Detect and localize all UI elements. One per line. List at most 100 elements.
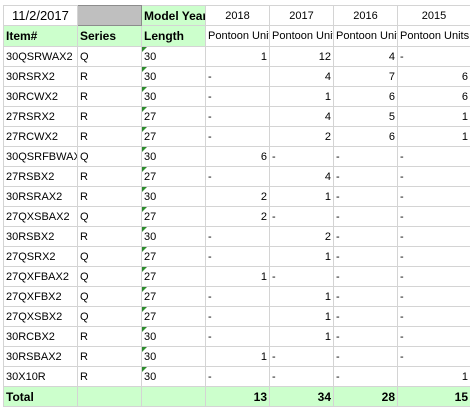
qty-2018-cell[interactable]: - (205, 126, 270, 147)
series-cell[interactable]: R (77, 86, 142, 107)
qty-2015-cell[interactable]: 1 (397, 106, 470, 127)
total-2015-cell[interactable]: 15 (397, 386, 470, 407)
item-cell[interactable]: 30X10R (3, 366, 78, 387)
item-cell[interactable]: 27QSRX2 (3, 246, 78, 267)
qty-2015-cell[interactable]: - (397, 286, 470, 307)
item-cell[interactable]: 27QXFBAX2 (3, 266, 78, 287)
length-cell[interactable]: 30 (141, 66, 206, 87)
qty-2015-cell[interactable]: - (397, 226, 470, 247)
qty-2015-cell[interactable]: - (397, 166, 470, 187)
header-unit-2017-cell[interactable]: Pontoon Unit (269, 25, 334, 47)
total-2018-cell[interactable]: 13 (205, 386, 270, 407)
series-cell[interactable]: R (77, 126, 142, 147)
qty-2018-cell[interactable]: 2 (205, 206, 270, 227)
qty-2015-cell[interactable]: - (397, 306, 470, 327)
length-cell[interactable]: 27 (141, 166, 206, 187)
series-cell[interactable]: R (77, 226, 142, 247)
qty-2018-cell[interactable]: - (205, 246, 270, 267)
header-series-cell[interactable]: Series (77, 25, 142, 47)
total-2016-cell[interactable]: 28 (333, 386, 398, 407)
year-2018-cell[interactable]: 2018 (205, 5, 270, 26)
qty-2015-cell[interactable]: 1 (397, 366, 470, 387)
length-cell[interactable]: 30 (141, 186, 206, 207)
total-label-cell[interactable]: Total (3, 386, 78, 407)
length-cell[interactable]: 30 (141, 226, 206, 247)
series-cell[interactable]: R (77, 166, 142, 187)
qty-2017-cell[interactable]: - (269, 146, 334, 167)
qty-2017-cell[interactable]: 1 (269, 246, 334, 267)
qty-2016-cell[interactable]: - (333, 326, 398, 347)
qty-2015-cell[interactable]: - (397, 246, 470, 267)
qty-2016-cell[interactable]: - (333, 166, 398, 187)
qty-2018-cell[interactable]: - (205, 86, 270, 107)
qty-2016-cell[interactable]: - (333, 266, 398, 287)
total-2017-cell[interactable]: 34 (269, 386, 334, 407)
qty-2018-cell[interactable]: - (205, 226, 270, 247)
item-cell[interactable]: 27QXFBX2 (3, 286, 78, 307)
header-unit-2015-cell[interactable]: Pontoon Units (397, 25, 470, 47)
qty-2016-cell[interactable]: 6 (333, 86, 398, 107)
length-cell[interactable]: 30 (141, 146, 206, 167)
year-2016-cell[interactable]: 2016 (333, 5, 398, 26)
qty-2016-cell[interactable]: - (333, 346, 398, 367)
qty-2018-cell[interactable]: - (205, 306, 270, 327)
qty-2016-cell[interactable]: - (333, 206, 398, 227)
qty-2018-cell[interactable]: 1 (205, 46, 270, 67)
qty-2018-cell[interactable]: - (205, 66, 270, 87)
item-cell[interactable]: 30RCWX2 (3, 86, 78, 107)
year-2015-cell[interactable]: 2015 (397, 5, 470, 26)
qty-2017-cell[interactable]: 4 (269, 66, 334, 87)
qty-2015-cell[interactable]: - (397, 266, 470, 287)
qty-2017-cell[interactable]: 4 (269, 106, 334, 127)
qty-2016-cell[interactable]: 7 (333, 66, 398, 87)
selected-blank-cell[interactable] (77, 5, 142, 26)
qty-2017-cell[interactable]: 1 (269, 326, 334, 347)
series-cell[interactable]: R (77, 346, 142, 367)
qty-2016-cell[interactable]: - (333, 226, 398, 247)
series-cell[interactable]: Q (77, 146, 142, 167)
series-cell[interactable]: R (77, 66, 142, 87)
qty-2015-cell[interactable]: - (397, 46, 470, 67)
item-cell[interactable]: 30RSBX2 (3, 226, 78, 247)
qty-2018-cell[interactable]: - (205, 106, 270, 127)
total-blank-cell[interactable] (77, 386, 142, 407)
qty-2017-cell[interactable]: - (269, 266, 334, 287)
qty-2016-cell[interactable]: - (333, 186, 398, 207)
qty-2015-cell[interactable]: 1 (397, 126, 470, 147)
length-cell[interactable]: 30 (141, 346, 206, 367)
length-cell[interactable]: 27 (141, 266, 206, 287)
length-cell[interactable]: 27 (141, 246, 206, 267)
qty-2018-cell[interactable]: - (205, 166, 270, 187)
item-cell[interactable]: 27RCWX2 (3, 126, 78, 147)
total-blank-cell[interactable] (141, 386, 206, 407)
qty-2017-cell[interactable]: 1 (269, 186, 334, 207)
qty-2016-cell[interactable]: 5 (333, 106, 398, 127)
series-cell[interactable]: Q (77, 266, 142, 287)
qty-2015-cell[interactable]: - (397, 186, 470, 207)
qty-2017-cell[interactable]: 4 (269, 166, 334, 187)
qty-2017-cell[interactable]: 12 (269, 46, 334, 67)
length-cell[interactable]: 30 (141, 326, 206, 347)
qty-2015-cell[interactable]: - (397, 346, 470, 367)
item-cell[interactable]: 30RCBX2 (3, 326, 78, 347)
series-cell[interactable]: Q (77, 306, 142, 327)
qty-2018-cell[interactable]: 1 (205, 266, 270, 287)
year-2017-cell[interactable]: 2017 (269, 5, 334, 26)
series-cell[interactable]: R (77, 106, 142, 127)
item-cell[interactable]: 27QXSBX2 (3, 306, 78, 327)
qty-2018-cell[interactable]: - (205, 286, 270, 307)
series-cell[interactable]: Q (77, 46, 142, 67)
item-cell[interactable]: 27RSBX2 (3, 166, 78, 187)
series-cell[interactable]: R (77, 366, 142, 387)
qty-2016-cell[interactable]: - (333, 246, 398, 267)
qty-2016-cell[interactable]: - (333, 306, 398, 327)
length-cell[interactable]: 27 (141, 286, 206, 307)
series-cell[interactable]: Q (77, 206, 142, 227)
model-year-label-cell[interactable]: Model Year (141, 5, 206, 26)
item-cell[interactable]: 27RSRX2 (3, 106, 78, 127)
length-cell[interactable]: 30 (141, 46, 206, 67)
length-cell[interactable]: 27 (141, 106, 206, 127)
header-item-cell[interactable]: Item# (3, 25, 78, 47)
qty-2018-cell[interactable]: 2 (205, 186, 270, 207)
series-cell[interactable]: R (77, 326, 142, 347)
